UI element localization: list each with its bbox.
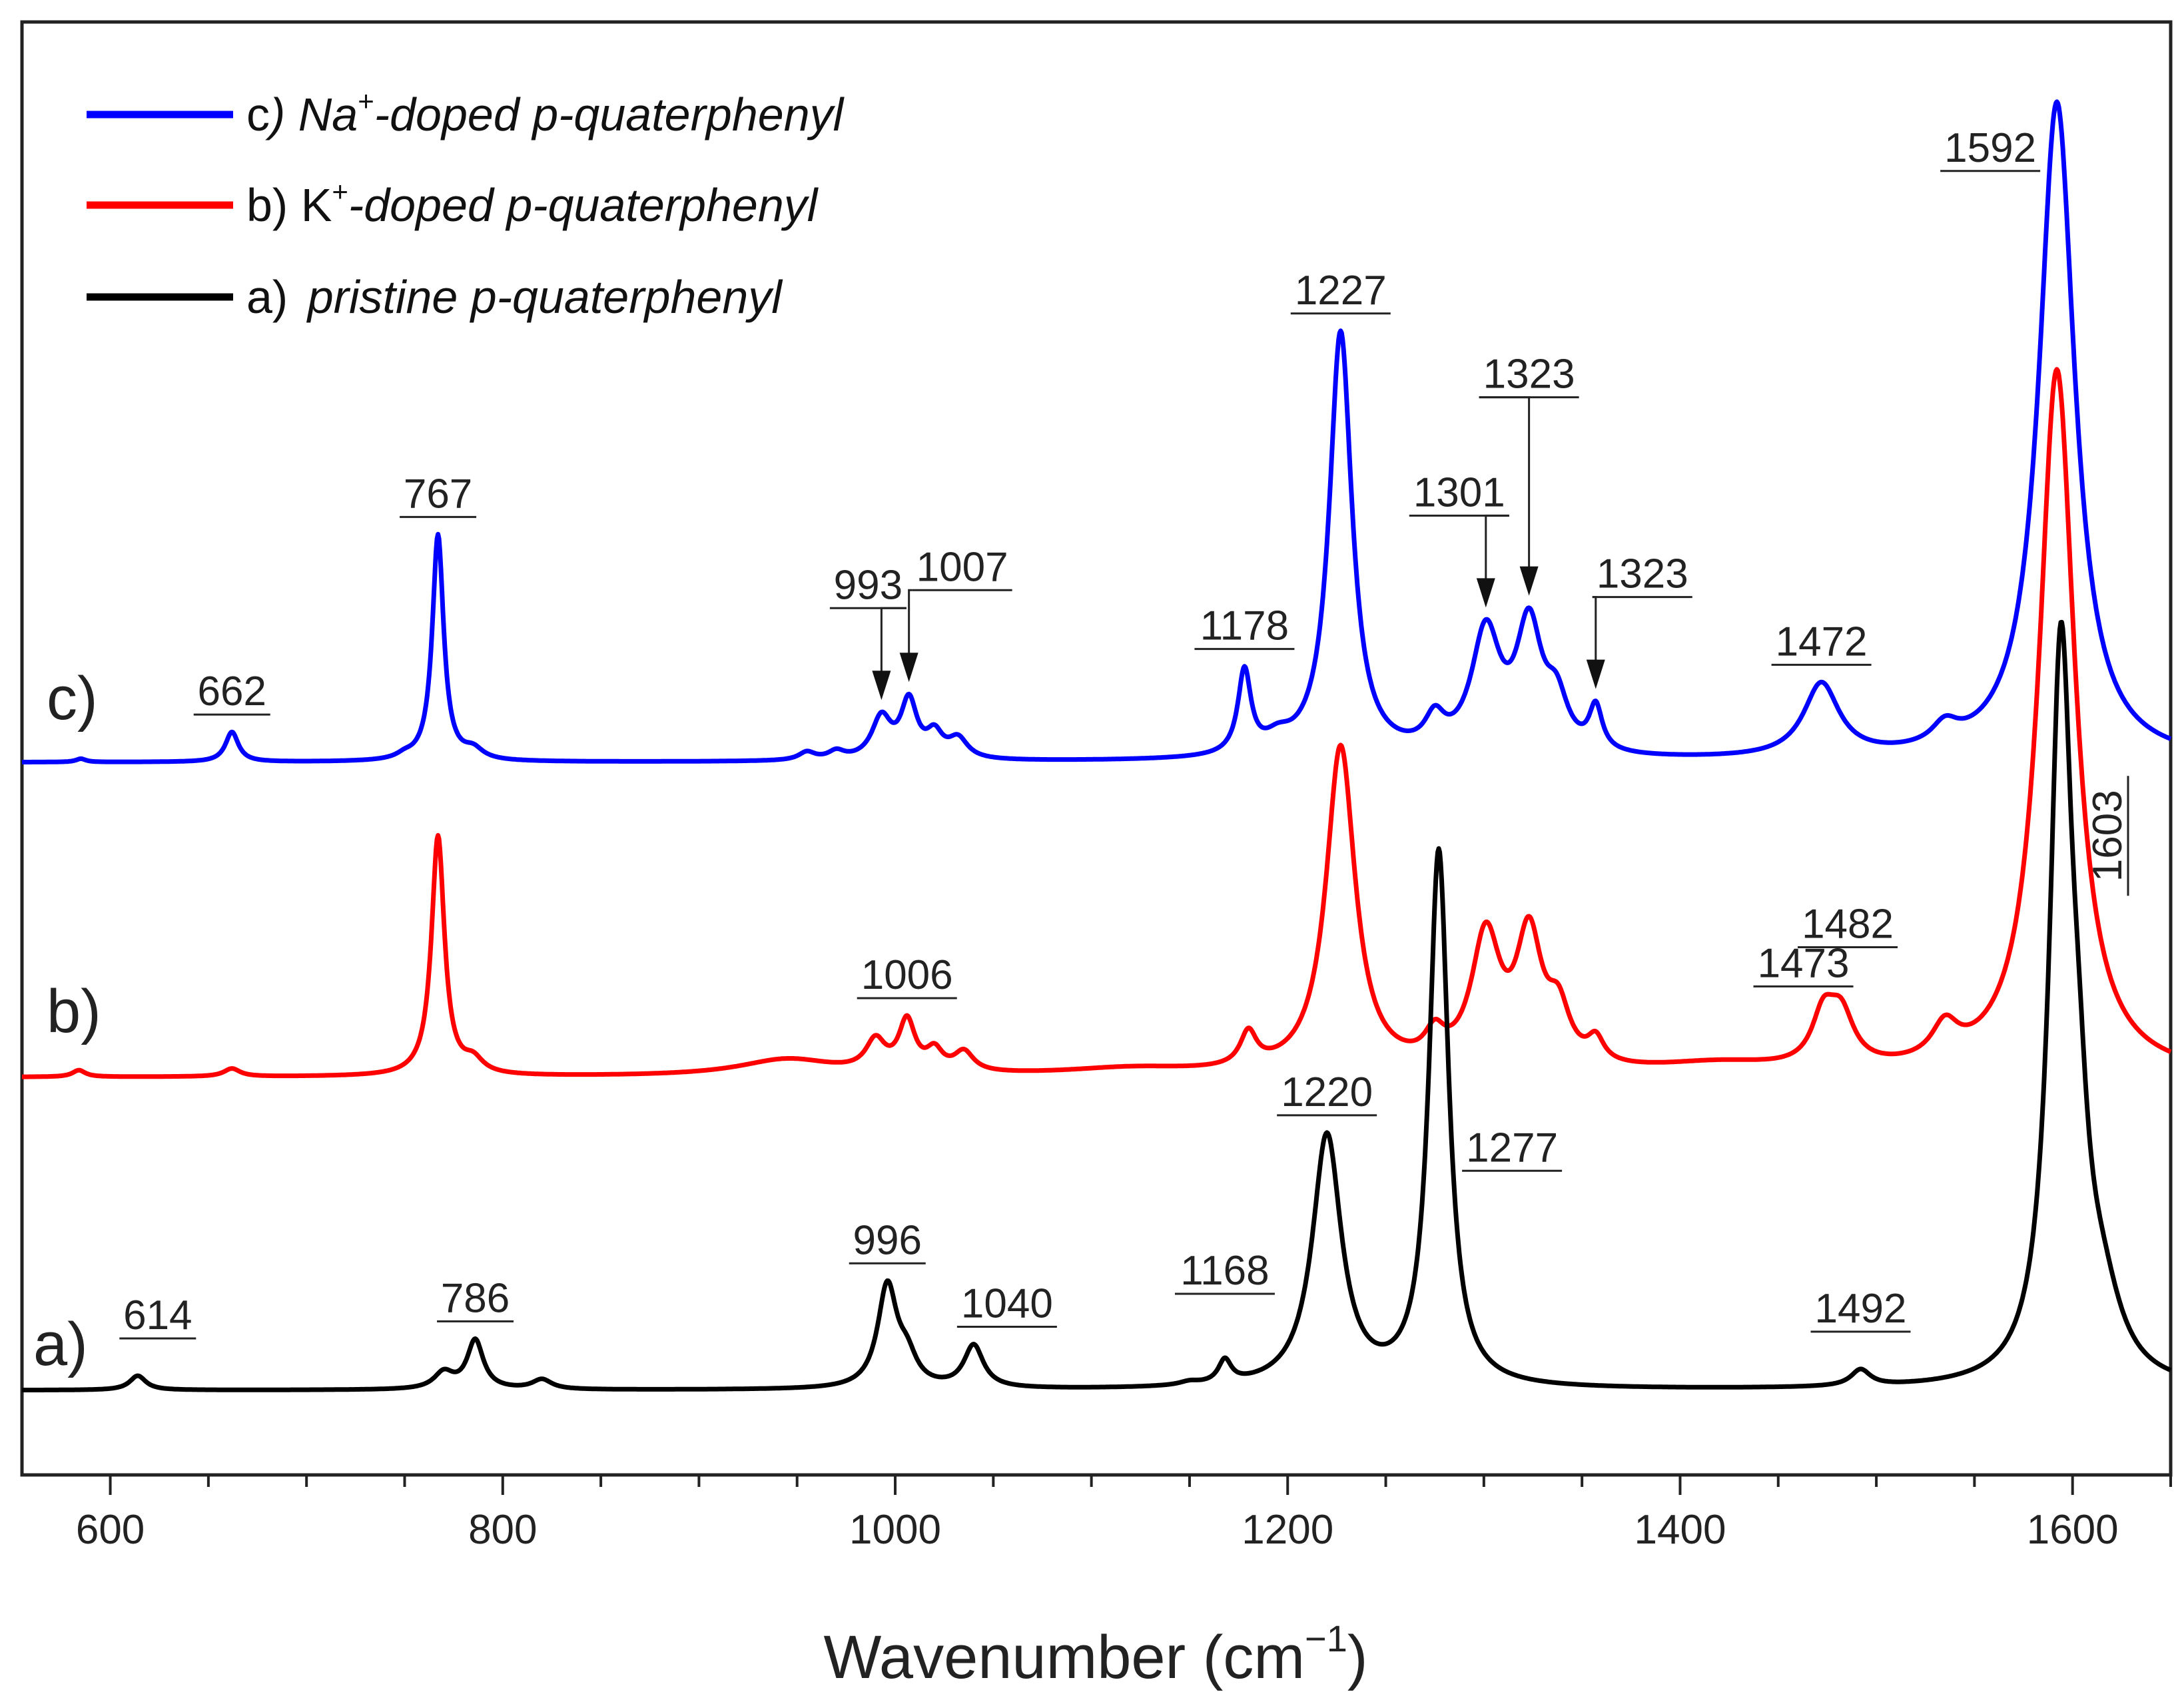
x-tick-label: 1400 [1635,1507,1726,1553]
peak-arrow-head [872,671,891,701]
spectrum-line-c [21,99,2172,764]
plot-frame [20,20,2173,1477]
x-tick-label: 600 [76,1507,145,1553]
x-tick-label: 800 [468,1507,537,1553]
trace-label-c: c) [47,665,98,732]
peak-arrow-line [1592,596,1597,663]
peak-label: 1227 [1295,268,1387,314]
peak-labels: 662 767 993 1007 1178 1227 1301 1323 1323 1472 159… [119,125,2131,1340]
peak-label: 1492 [1815,1286,1907,1332]
spectra-traces [21,99,2172,1392]
peak-label: 1007 [916,544,1008,590]
legend-entry-b: b) K+-doped p-quaterphenyl [246,176,819,231]
peak-arrow-line [880,607,907,674]
legend-entry-a: a) pristine p-quaterphenyl [246,271,783,323]
x-axis: 600 800 1000 1200 1400 1600 [76,1475,2172,1553]
peak-label: 1006 [861,952,953,998]
trace-labels: c) b) a) [33,665,101,1378]
peak-label: 786 [441,1275,510,1321]
legend: c) Na+-doped p-quaterphenyl b) K+-doped … [87,85,845,323]
peak-label: 1178 [1200,603,1289,649]
legend-entry-c: c) Na+-doped p-quaterphenyl [246,85,845,141]
trace-label-a: a) [33,1310,88,1378]
peak-label: 1592 [1944,125,2036,171]
x-tick-label: 1600 [2027,1507,2119,1553]
x-tick-label: 1000 [849,1507,941,1553]
spectrum-line-b [21,367,2172,1079]
peak-arrow-head [1476,578,1495,608]
peak-label: 662 [198,669,266,714]
peak-label: 614 [123,1292,192,1338]
peak-arrow-head [1586,659,1605,689]
peak-label: 1220 [1281,1069,1373,1115]
peak-label: 1323 [1597,551,1688,597]
peak-arrow-line [908,589,912,656]
peak-label: 767 [404,471,472,517]
peak-label: 1301 [1413,469,1505,515]
x-tick-label: 1200 [1242,1507,1333,1553]
peak-label: 1323 [1483,352,1575,398]
peak-label: 1277 [1466,1125,1558,1171]
peak-label: 1482 [1802,902,1894,948]
peak-arrow-head [1519,566,1539,596]
spectrum-line-a [21,619,2172,1392]
peak-label: 1472 [1776,619,1868,665]
peak-label: 996 [853,1217,922,1263]
peak-arrow-head [899,653,918,683]
peak-label: 1040 [961,1281,1053,1327]
peak-label: 993 [834,562,903,608]
x-axis-title: Wavenumber (cm−1) [823,1617,1367,1691]
trace-label-b: b) [47,978,101,1045]
peak-arrow-line [1485,514,1509,581]
peak-label: 1168 [1180,1248,1269,1294]
peak-arrow-line [1479,396,1531,569]
peak-label: 1603 [2085,790,2131,882]
